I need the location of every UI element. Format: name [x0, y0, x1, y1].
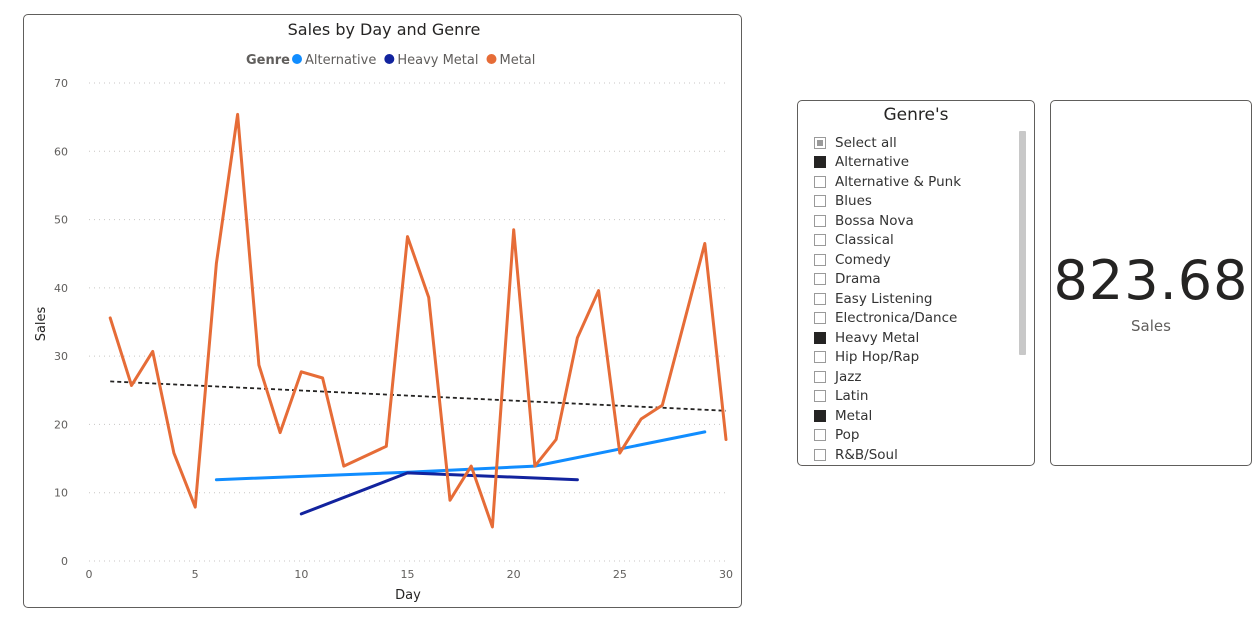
slicer-item[interactable]: Alternative & Punk: [814, 172, 1014, 192]
x-axis-title: Day: [395, 588, 421, 603]
slicer-item-label: Hip Hop/Rap: [835, 349, 920, 366]
checkbox[interactable]: [814, 195, 826, 208]
y-tick-label: 60: [54, 145, 68, 158]
slicer-item-label: Classical: [835, 232, 894, 249]
checkbox[interactable]: [814, 136, 826, 149]
slicer-item-label: Heavy Metal: [835, 329, 920, 346]
legend-title: Genre: [246, 53, 290, 68]
y-tick-label: 10: [54, 487, 68, 500]
chart-gridlines: [89, 82, 726, 562]
y-tick-label: 30: [54, 350, 68, 363]
checkbox[interactable]: [814, 448, 826, 461]
legend-marker: [292, 54, 302, 64]
slicer-item[interactable]: Metal: [814, 406, 1014, 426]
trend-line-group: [110, 380, 727, 412]
x-tick-label: 30: [719, 568, 733, 581]
slicer-item-label: Bossa Nova: [835, 212, 914, 229]
chart-title: Sales by Day and Genre: [288, 20, 481, 39]
slicer-scrollbar[interactable]: [1019, 131, 1026, 355]
chart-legend: Genre Alternative Heavy Metal Metal: [246, 53, 535, 68]
slicer-item[interactable]: Blues: [814, 192, 1014, 212]
slicer-item[interactable]: Alternative: [814, 153, 1014, 173]
slicer-item[interactable]: Electronica/Dance: [814, 309, 1014, 329]
slicer-item-label: Electronica/Dance: [835, 310, 958, 327]
x-tick-label: 0: [86, 568, 93, 581]
x-tick-label: 15: [401, 568, 415, 581]
kpi-label: Sales: [1131, 317, 1171, 335]
slicer-item[interactable]: Hip Hop/Rap: [814, 348, 1014, 368]
checkbox[interactable]: [814, 234, 826, 247]
legend-item-label[interactable]: Heavy Metal: [397, 53, 478, 68]
checkbox[interactable]: [814, 312, 826, 325]
series-line-alternative[interactable]: [214, 430, 707, 482]
slicer-item-label: Drama: [835, 271, 881, 288]
slicer-item[interactable]: Classical: [814, 231, 1014, 251]
line-chart: Sales by Day and Genre Genre Alternative H…: [34, 20, 734, 603]
y-tick-label: 0: [61, 555, 68, 568]
slicer-item[interactable]: R&B/Soul: [814, 445, 1014, 465]
checkbox[interactable]: [814, 156, 826, 169]
slicer-item-label: Latin: [835, 388, 869, 405]
y-tick-label: 50: [54, 214, 68, 227]
slicer-item[interactable]: Pop: [814, 426, 1014, 446]
slicer-item[interactable]: Jazz: [814, 367, 1014, 387]
line-chart-visual[interactable]: Sales by Day and Genre Genre Alternative H…: [23, 14, 742, 608]
slicer-item-label: Metal: [835, 407, 873, 424]
series-lines: [108, 112, 728, 529]
slicer-item[interactable]: Easy Listening: [814, 289, 1014, 309]
slicer-title: Genre's: [883, 105, 949, 125]
y-axis-title: Sales: [34, 306, 49, 341]
y-tick-label: 40: [54, 282, 68, 295]
slicer-item[interactable]: Comedy: [814, 250, 1014, 270]
slicer-item-label: Blues: [835, 193, 872, 210]
slicer-item[interactable]: Bossa Nova: [814, 211, 1014, 231]
checkbox[interactable]: [814, 429, 826, 442]
kpi-value: 823.68: [1053, 249, 1249, 312]
slicer-item[interactable]: Latin: [814, 387, 1014, 407]
checkbox[interactable]: [814, 370, 826, 383]
x-axis-ticks: 0 5 10 15 20 25 30: [86, 568, 734, 581]
slicer-item[interactable]: Heavy Metal: [814, 328, 1014, 348]
slicer-item[interactable]: Select all: [814, 133, 1014, 153]
legend-marker: [384, 54, 395, 64]
checkbox[interactable]: [814, 273, 826, 286]
checkbox[interactable]: [814, 292, 826, 305]
y-tick-label: 70: [54, 77, 68, 90]
slicer-item-label: Select all: [835, 134, 897, 151]
checkbox[interactable]: [814, 390, 826, 403]
sales-card: 823.68 Sales: [1050, 100, 1252, 466]
x-tick-label: 25: [613, 568, 627, 581]
slicer-item-label: Alternative: [835, 154, 910, 171]
checkbox[interactable]: [814, 253, 826, 266]
x-tick-label: 5: [192, 568, 199, 581]
checkbox[interactable]: [814, 351, 826, 364]
slicer-item-label: Comedy: [835, 251, 891, 268]
series-line-heavy-metal[interactable]: [299, 471, 579, 516]
slicer-item-label: Alternative & Punk: [835, 173, 962, 190]
checkbox[interactable]: [814, 214, 826, 227]
y-axis-ticks: 0 10 20 30 40 50 60 70: [54, 77, 68, 568]
slicer-list: Select all Alternative Alternative & Punk B…: [814, 133, 1014, 465]
checkbox[interactable]: [814, 409, 826, 422]
checkbox[interactable]: [814, 175, 826, 188]
legend-marker: [486, 54, 497, 64]
legend-item-label[interactable]: Metal: [499, 53, 535, 68]
slicer-item-label: Pop: [835, 427, 860, 444]
checkbox[interactable]: [814, 331, 826, 344]
genre-slicer[interactable]: Genre's Select all Alternative Alternative…: [797, 100, 1035, 466]
slicer-item-label: R&B/Soul: [835, 446, 898, 463]
x-tick-label: 20: [507, 568, 521, 581]
slicer-item-label: Easy Listening: [835, 290, 933, 307]
slicer-item-label: Jazz: [835, 368, 862, 385]
series-line-metal[interactable]: [108, 112, 728, 529]
x-tick-label: 10: [294, 568, 308, 581]
slicer-item[interactable]: Drama: [814, 270, 1014, 290]
trend-line: [110, 380, 727, 412]
y-tick-label: 20: [54, 418, 68, 431]
legend-item-label[interactable]: Alternative: [305, 53, 376, 68]
